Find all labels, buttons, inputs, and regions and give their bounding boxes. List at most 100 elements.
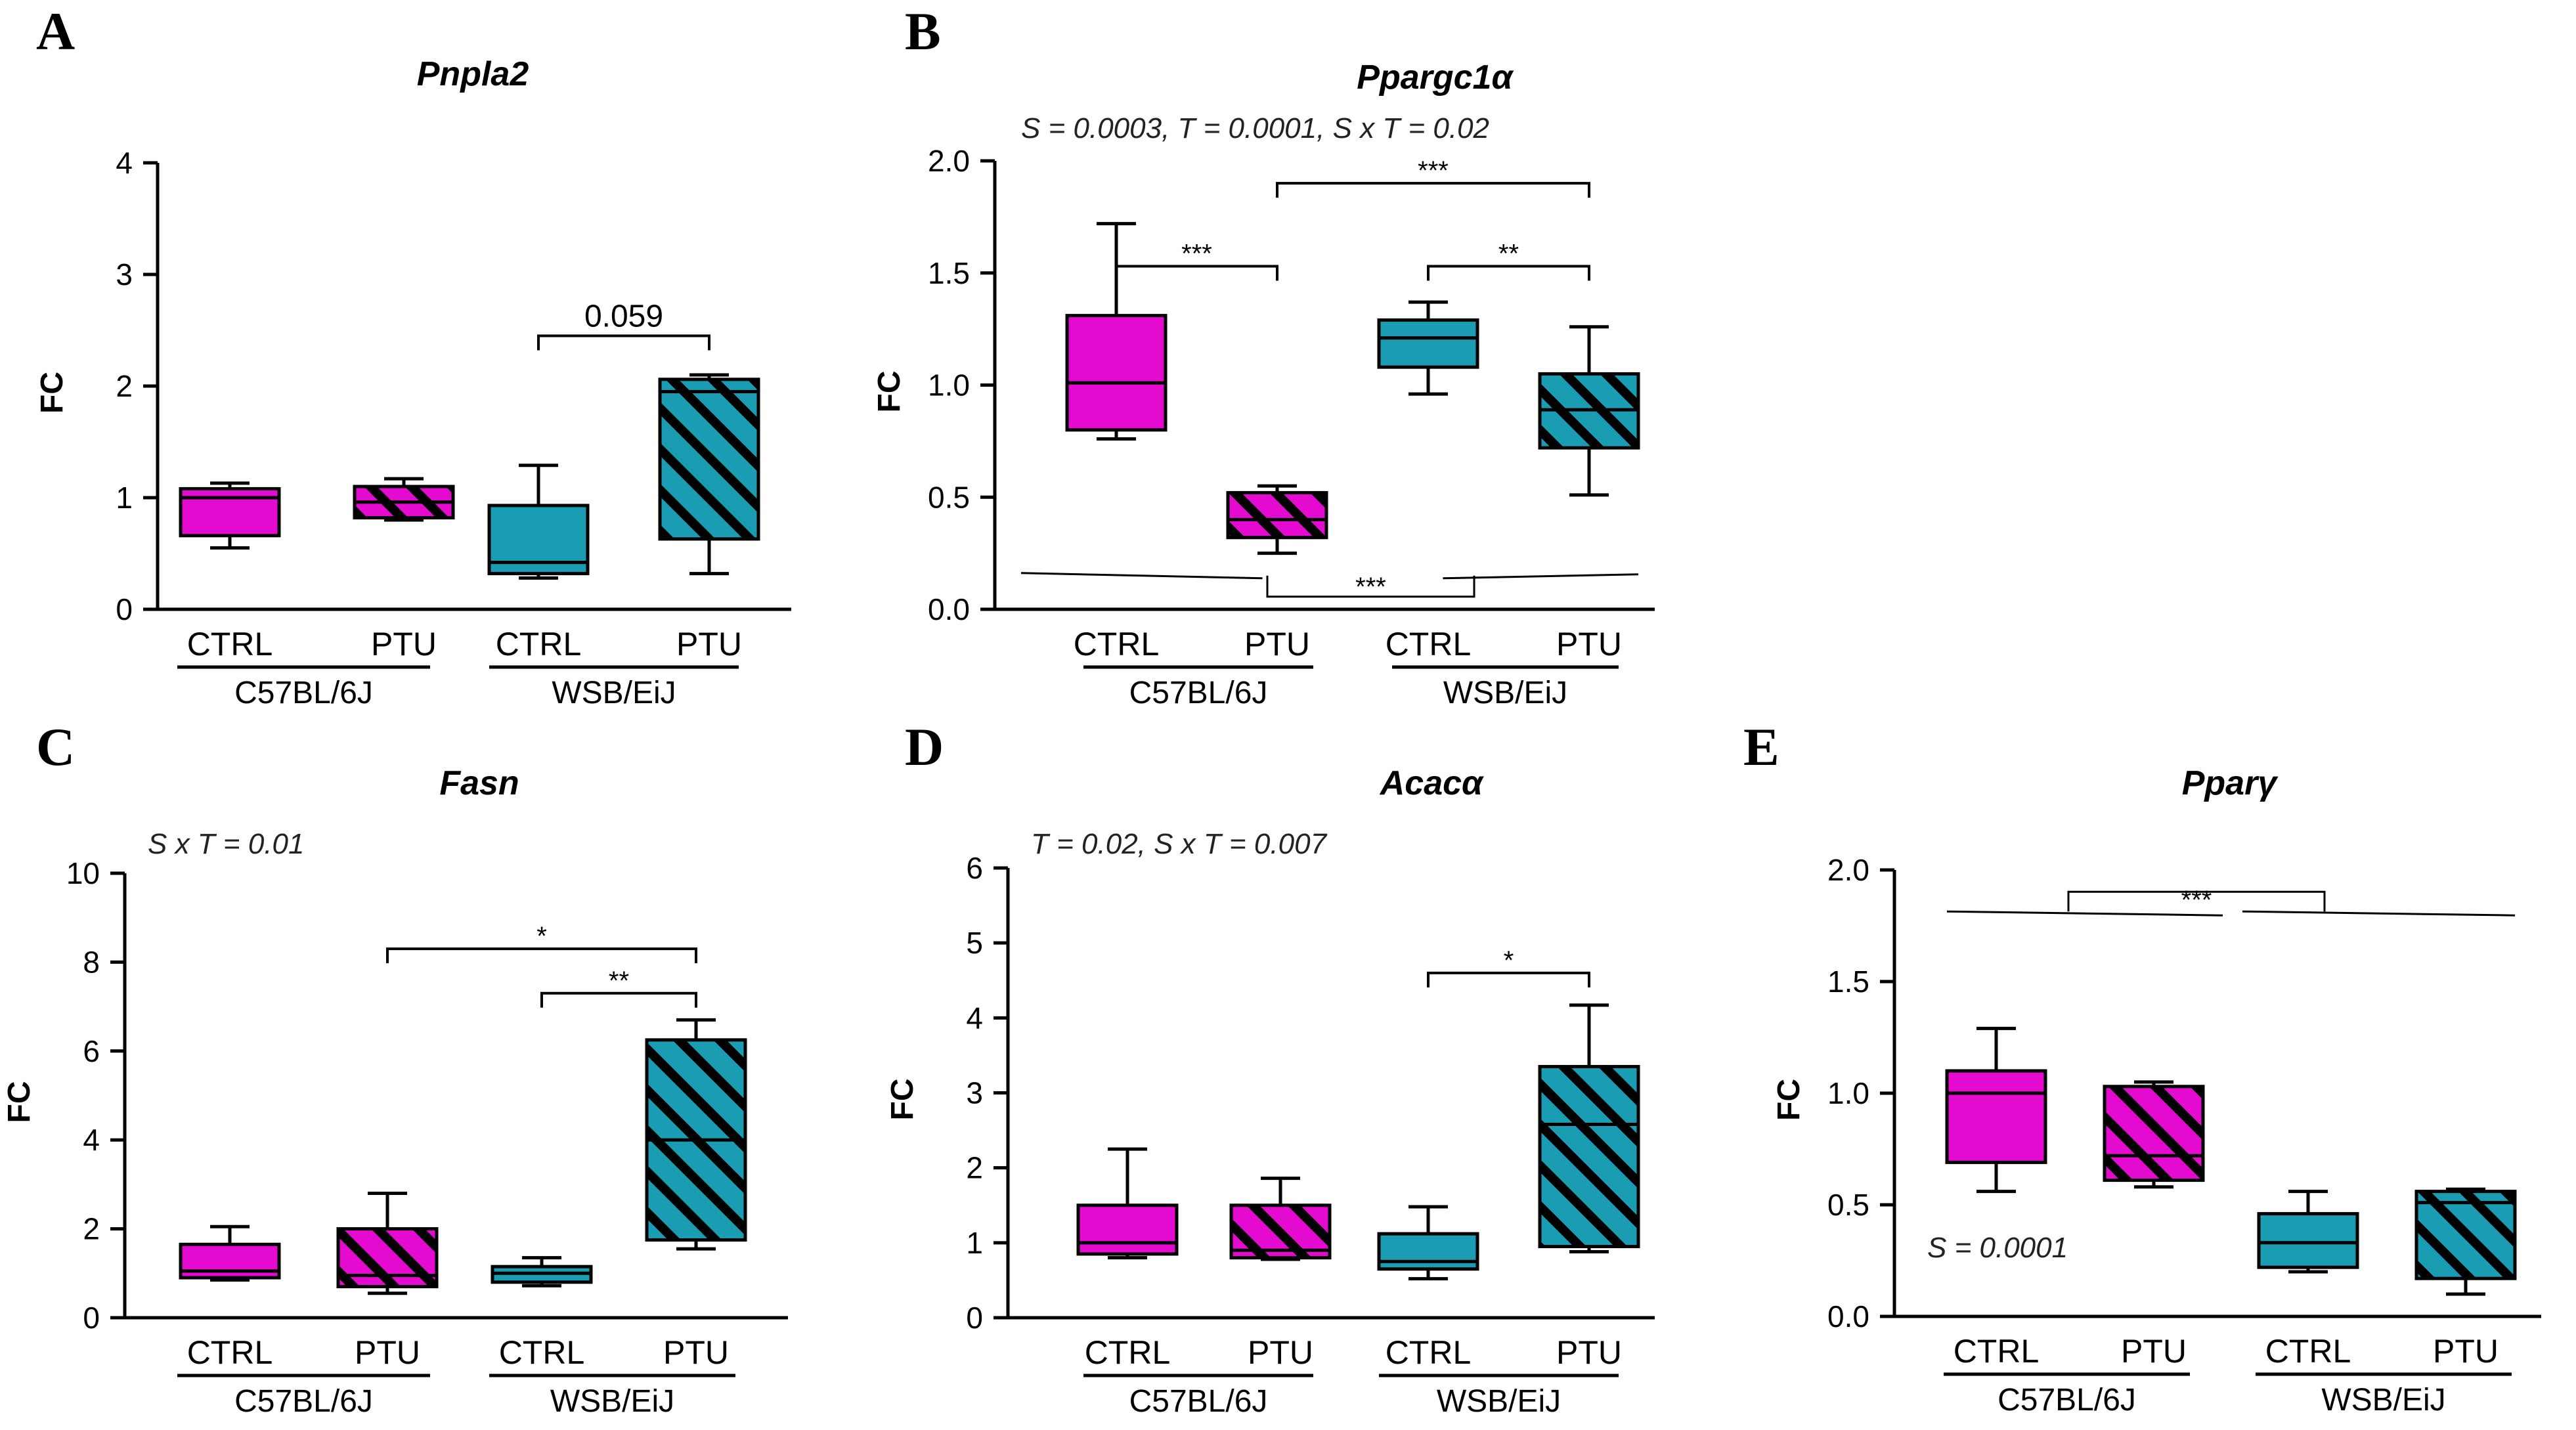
- y-tick-label: 3: [116, 257, 133, 292]
- y-tick-label: 2: [116, 369, 133, 403]
- x-tick-label: CTRL: [1074, 626, 1160, 662]
- y-tick-label: 3: [966, 1076, 983, 1110]
- y-tick-label: 10: [66, 856, 100, 890]
- x-tick-label: PTU: [663, 1334, 729, 1371]
- x-tick-label: CTRL: [1386, 1334, 1472, 1371]
- box-c57bl-6j-ctrl: [1945, 1069, 2047, 1164]
- box-c57bl-6j-ctrl: [1076, 1203, 1179, 1256]
- box-c57bl-6j-ctrl: [179, 487, 281, 538]
- y-tick-label: 2.0: [928, 144, 970, 178]
- group-label: C57BL/6J: [1129, 1384, 1268, 1419]
- y-axis-label: FC: [885, 1079, 920, 1121]
- significance-bracket: [386, 947, 697, 964]
- box-c57bl-6j-ctrl: [179, 1242, 281, 1280]
- y-tick-label: 6: [83, 1034, 100, 1068]
- chart-panel-e: E Pparγ S = 0.0001 0.0 0.5 1.0 1.5 2.0 FC CTRL PTU…: [1743, 717, 2541, 1418]
- x-tick-label: PTU: [2121, 1333, 2187, 1370]
- significance-label: *: [536, 922, 547, 951]
- panel-letter: B: [905, 1, 941, 61]
- chart-panel-b: B Ppargc1α S = 0.0003, T = 0.0001, S x T =…: [872, 1, 1655, 710]
- y-tick-label: 0.0: [1827, 1299, 1869, 1333]
- y-tick-label: 0.0: [928, 592, 970, 626]
- significance-bracket: [537, 334, 710, 351]
- y-tick-label: 0: [83, 1301, 100, 1335]
- group-label: C57BL/6J: [1129, 676, 1268, 710]
- x-tick-label: CTRL: [499, 1334, 585, 1371]
- strain-line-left: [1020, 572, 1263, 580]
- panel-letter: C: [36, 717, 75, 777]
- chart-title: Ppargc1α: [1357, 58, 1514, 97]
- x-tick-label: CTRL: [187, 1334, 273, 1371]
- chart-panel-a: A Pnpla2 0 1 2 3 4 FC CTRL PTU CTRL PTU C57BL/6J WSB/…: [35, 1, 791, 710]
- box-c57bl-6j-ptu: [2103, 1085, 2205, 1182]
- strain-line-right: [1443, 573, 1639, 580]
- significance-label: 0.059: [584, 299, 663, 334]
- panel-letter: A: [36, 1, 75, 61]
- y-tick-label: 4: [966, 1001, 983, 1035]
- significance-bracket: [1427, 971, 1590, 987]
- x-tick-label: CTRL: [1085, 1334, 1171, 1371]
- significance-label: *: [1504, 946, 1514, 975]
- significance-label: ***: [1418, 156, 1449, 185]
- y-tick-label: 6: [966, 851, 983, 885]
- x-tick-label: CTRL: [1954, 1333, 2040, 1370]
- chart-panel-c: C Fasn S x T = 0.01 0 2 4 6 8 10 FC CTRL PTU CTRL PTU…: [2, 717, 788, 1419]
- chart-panel-d: D Acacα T = 0.02, S x T = 0.007 0 1 2 3 4 5 6 FC CT…: [885, 717, 1655, 1419]
- box-wsb-eij-ptu: [2414, 1190, 2517, 1280]
- strain-bracket: [1266, 575, 1475, 598]
- group-label: WSB/EiJ: [552, 676, 676, 710]
- x-tick-label: PTU: [2433, 1333, 2499, 1370]
- y-axis-label: FC: [2, 1081, 37, 1123]
- significance-label: **: [609, 966, 629, 995]
- chart-title: Pparγ: [2182, 764, 2279, 802]
- y-tick-label: 4: [116, 146, 133, 180]
- y-tick-label: 1.0: [1827, 1076, 1869, 1110]
- box-wsb-eij-ptu: [658, 378, 760, 541]
- box-wsb-eij-ctrl: [1377, 1232, 1479, 1271]
- group-label: WSB/EiJ: [550, 1384, 674, 1419]
- y-tick-label: 1: [116, 481, 133, 515]
- chart-title: Fasn: [439, 764, 519, 802]
- y-tick-label: 0: [116, 592, 133, 626]
- group-label: WSB/EiJ: [2321, 1383, 2445, 1418]
- x-tick-label: PTU: [676, 626, 742, 662]
- y-tick-label: 0.5: [1827, 1188, 1869, 1222]
- y-tick-label: 0.5: [928, 480, 970, 514]
- strain-significance-label: ***: [2181, 886, 2212, 915]
- group-label: C57BL/6J: [234, 1384, 373, 1419]
- chart-title: Pnpla2: [417, 55, 529, 93]
- strain-significance-label: ***: [1355, 573, 1386, 601]
- x-tick-label: PTU: [1556, 1334, 1622, 1371]
- x-tick-label: CTRL: [2265, 1333, 2351, 1370]
- y-tick-label: 1: [966, 1226, 983, 1260]
- box-c57bl-6j-ptu: [336, 1227, 439, 1289]
- strain-bracket: [2067, 890, 2326, 912]
- box-c57bl-6j-ctrl: [1065, 314, 1168, 432]
- y-axis-label: FC: [35, 372, 70, 414]
- box-c57bl-6j-ptu: [1226, 490, 1328, 540]
- y-axis-label: FC: [872, 371, 907, 413]
- y-tick-label: 2: [83, 1212, 100, 1246]
- y-tick-label: 4: [83, 1123, 100, 1157]
- significance-label: ***: [1181, 240, 1212, 269]
- y-tick-label: 8: [83, 945, 100, 979]
- y-tick-label: 1.5: [1827, 964, 1869, 999]
- x-tick-label: PTU: [1248, 1334, 1313, 1371]
- y-tick-label: 1.5: [928, 256, 970, 290]
- y-tick-label: 2.0: [1827, 853, 1869, 887]
- x-tick-label: CTRL: [187, 626, 273, 662]
- stats-annotation: T = 0.02, S x T = 0.007: [1031, 828, 1328, 860]
- group-label: WSB/EiJ: [1437, 1384, 1561, 1419]
- significance-bracket: [1276, 182, 1590, 198]
- group-label: WSB/EiJ: [1443, 676, 1567, 710]
- y-axis-label: FC: [1772, 1079, 1806, 1121]
- significance-bracket: [1115, 265, 1278, 281]
- x-tick-label: CTRL: [1386, 626, 1472, 662]
- x-tick-label: PTU: [355, 1334, 420, 1371]
- x-tick-label: PTU: [1556, 626, 1622, 662]
- significance-label: **: [1498, 240, 1519, 269]
- chart-title: Acacα: [1379, 764, 1485, 802]
- strain-line-left: [1946, 910, 2223, 917]
- box-wsb-eij-ctrl: [2257, 1212, 2359, 1269]
